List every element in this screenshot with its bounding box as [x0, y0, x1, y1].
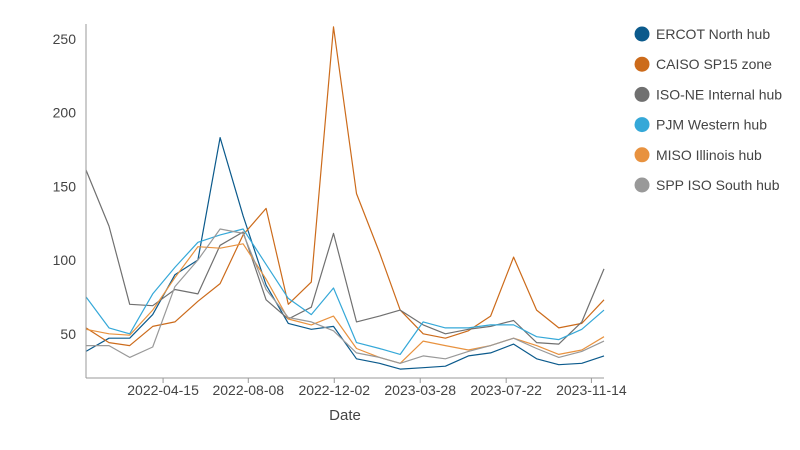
legend-label: ISO-NE Internal hub [656, 86, 782, 102]
legend-swatch [634, 117, 650, 133]
x-tick-label: 2023-07-22 [470, 382, 542, 398]
y-tick-label: 100 [53, 252, 77, 268]
legend-label: ERCOT North hub [656, 26, 770, 42]
series-line-0 [85, 137, 605, 370]
legend-label: SPP ISO South hub [656, 177, 780, 193]
x-tick-label: 2023-11-14 [556, 382, 627, 398]
y-tick-labels: 50 100 150 200 250 [53, 31, 77, 342]
legend-label: PJM Western hub [656, 117, 767, 133]
series-line-4 [85, 243, 605, 364]
x-tick-label: 2023-03-28 [384, 382, 456, 398]
y-tick-label: 50 [60, 326, 76, 342]
legend-swatch [634, 177, 650, 193]
series-lines [85, 26, 605, 370]
y-tick-label: 150 [53, 178, 77, 194]
x-axis-title: Date [329, 407, 361, 424]
x-tick-label: 2022-12-02 [298, 382, 370, 398]
y-tick-label: 250 [53, 31, 77, 47]
axes [85, 24, 604, 379]
x-tick-labels: 2022-04-15 2022-08-08 2022-12-02 2023-03-28… [127, 378, 627, 398]
legend-swatch [634, 26, 650, 42]
legend-label: CAISO SP15 zone [656, 56, 772, 72]
series-line-1 [85, 26, 605, 347]
series-line-5 [86, 228, 605, 364]
legend-swatch [634, 56, 650, 72]
legend-swatch [634, 86, 650, 102]
series-line-2 [85, 169, 605, 345]
legend-label: MISO Illinois hub [656, 147, 762, 163]
series-line-3 [85, 228, 605, 355]
x-tick-label: 2022-08-08 [212, 382, 284, 398]
legend: ERCOT North hub CAISO SP15 zone ISO-NE Int… [634, 26, 782, 193]
y-tick-label: 200 [53, 105, 77, 121]
legend-swatch [634, 147, 650, 163]
x-tick-label: 2022-04-15 [127, 382, 199, 398]
